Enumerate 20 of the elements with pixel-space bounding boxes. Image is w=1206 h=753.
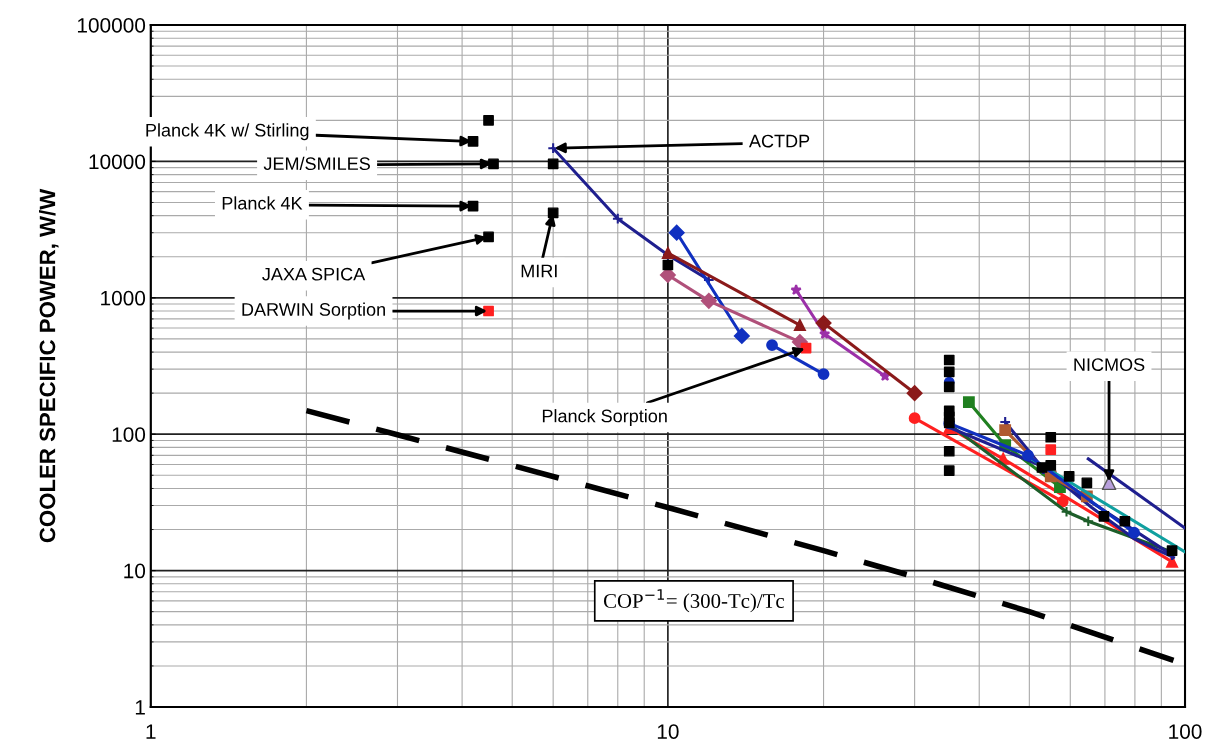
annotation: Planck 4K bbox=[222, 196, 303, 210]
annotation: Planck Sorption bbox=[542, 409, 667, 426]
x-tick-label: 100 bbox=[1169, 724, 1202, 739]
y-tick-label: 10 bbox=[124, 563, 146, 579]
annotation: Planck 4K w/ Stirling bbox=[146, 123, 309, 141]
annotation: NICMOS bbox=[1074, 358, 1145, 372]
x-tick-label: 10 bbox=[657, 724, 679, 739]
annotation: JEM/SMILES bbox=[263, 156, 370, 171]
annotation: JAXA SPICA bbox=[262, 267, 366, 281]
annotation: DARWIN Sorption bbox=[242, 302, 385, 320]
y-tick-label: 100 bbox=[112, 427, 146, 442]
annotation: MIRI bbox=[521, 264, 557, 278]
x-tick-label: 1 bbox=[146, 724, 156, 739]
annotation: ACTDP bbox=[748, 134, 810, 148]
y-tick-label: 100000 bbox=[77, 18, 146, 33]
y-tick-label: 1 bbox=[135, 700, 145, 715]
y-axis-title: COOLER SPECIFIC POWER, W/W bbox=[39, 188, 59, 543]
text: COP$^{−1}$= (300-Tc)/Tc bbox=[603, 589, 784, 613]
y-tick-label: 10000 bbox=[89, 154, 146, 170]
y-tick-label: 1000 bbox=[101, 290, 146, 306]
